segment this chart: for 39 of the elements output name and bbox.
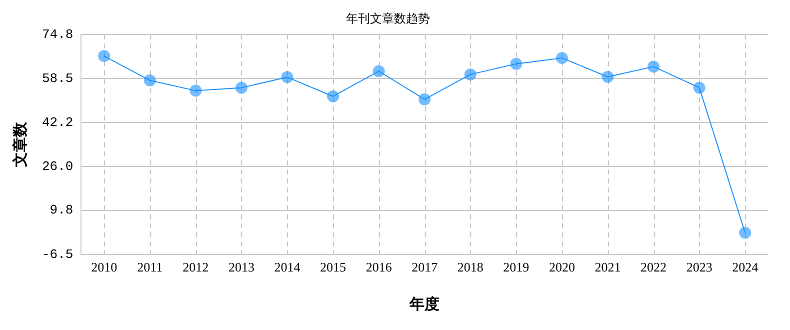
- point: [235, 82, 248, 94]
- y-tick-label: 58.5: [42, 70, 74, 86]
- point: [602, 70, 614, 83]
- point: [281, 71, 294, 84]
- chart-title: 年刊文章数趋势: [346, 11, 430, 26]
- x-tick-label: 2014: [274, 260, 301, 275]
- point: [693, 82, 706, 94]
- x-tick-label: 2013: [228, 260, 254, 275]
- point: [739, 226, 752, 239]
- y-tick-label: 42.2: [42, 115, 74, 130]
- point: [648, 60, 660, 73]
- point: [98, 50, 110, 62]
- y-tick-label: -6.5: [42, 246, 74, 262]
- x-tick-label: 2019: [503, 260, 530, 275]
- point: [556, 52, 568, 64]
- x-tick-label: 2018: [457, 260, 484, 275]
- y-axis-title: 文章数: [10, 120, 29, 168]
- x-tick-label: 2016: [366, 260, 392, 275]
- y-tick-label: 9.8: [50, 202, 74, 218]
- x-tick-label: 2017: [412, 260, 438, 275]
- x-tick-label: 2011: [137, 260, 163, 275]
- point: [190, 84, 202, 97]
- x-tick-label: 2023: [686, 260, 712, 275]
- point: [372, 65, 385, 78]
- point: [510, 58, 522, 70]
- y-tick-label: 26.0: [42, 158, 74, 174]
- y-tick-label: 74.8: [42, 26, 74, 42]
- x-tick-label: 2012: [182, 260, 209, 275]
- point: [327, 90, 340, 102]
- point: [464, 68, 476, 80]
- x-tick-label: 2022: [640, 260, 667, 275]
- point: [418, 93, 431, 106]
- x-tick-label: 2010: [91, 260, 118, 275]
- x-tick-label: 2015: [320, 260, 346, 275]
- x-tick-label: 2020: [548, 260, 575, 275]
- point: [144, 74, 156, 86]
- x-tick-label: 2021: [594, 260, 621, 275]
- x-tick-label: 2024: [732, 260, 759, 275]
- x-axis-title: 年度: [408, 294, 440, 313]
